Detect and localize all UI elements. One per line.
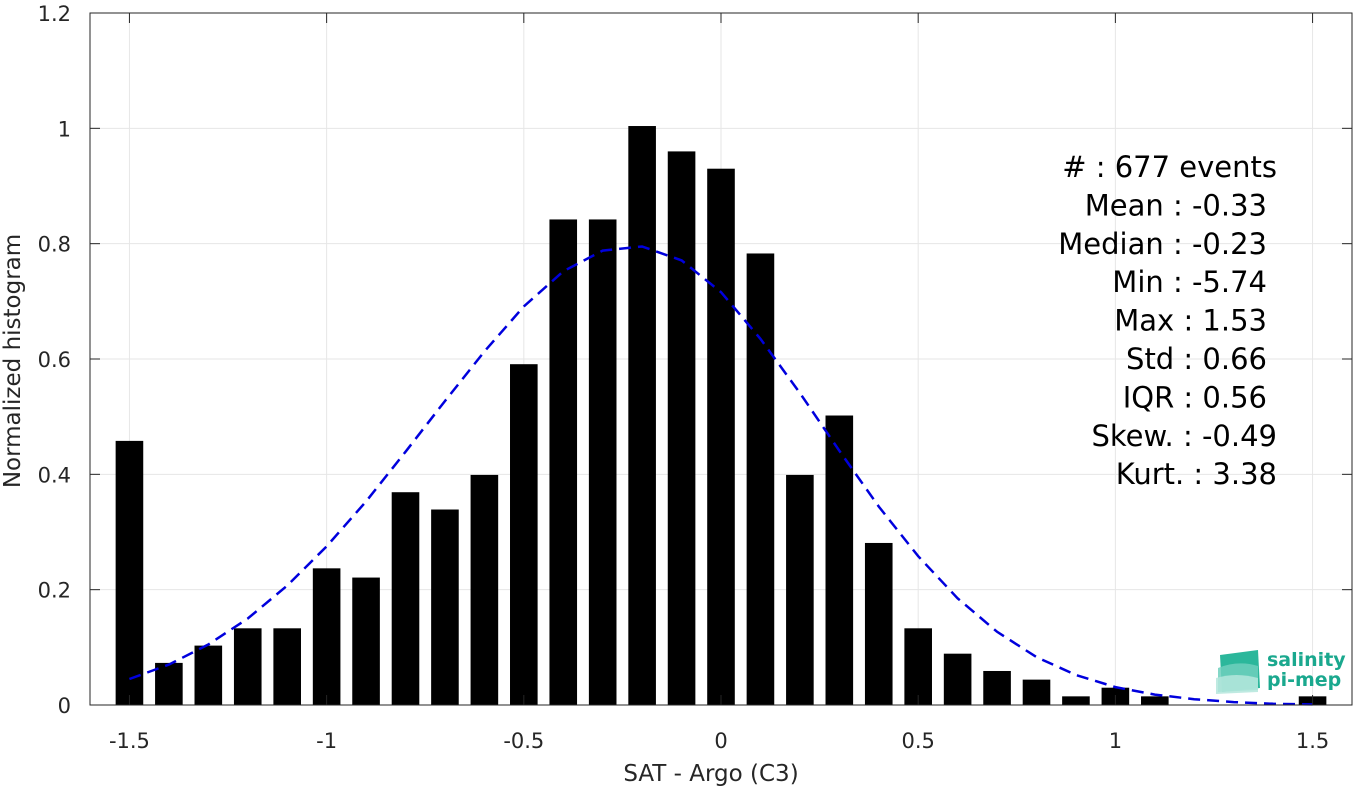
logo-text-salinity: salinity [1267,649,1346,671]
y-tick-label: 0.8 [38,233,71,257]
histogram-bar [786,474,814,705]
histogram-bar [1022,679,1051,705]
y-axis-label: Normalized histogram [0,234,26,488]
histogram-bar [904,628,932,705]
histogram-bar [352,577,380,705]
histogram-bar [115,440,144,705]
y-tick-label: 0 [58,694,71,718]
histogram-bar [825,415,854,705]
histogram-bar [628,126,656,705]
x-axis-ticks: -1.5 -1 -0.5 0 0.5 1 1.5 [109,13,1329,753]
histogram-bar [667,151,696,705]
statistics-annotation: # : 677 events Mean : -0.33 Median : -0.23… [1058,150,1277,491]
stat-line: IQR : 0.56 [1123,380,1267,414]
logo-wave-icon [1216,650,1260,694]
histogram-bar [510,364,538,705]
stat-line: Min : -5.74 [1112,265,1267,299]
histogram-bar [194,645,223,705]
stat-line: Mean : -0.33 [1085,188,1267,222]
x-tick-label: -1.5 [109,729,150,753]
x-tick-label: -0.5 [503,729,544,753]
stat-line: Max : 1.53 [1114,304,1267,338]
x-tick-label: 0 [714,729,727,753]
histogram-bar [943,653,972,705]
x-tick-label: 1.5 [1296,729,1329,753]
y-axis-ticks: 0 0.2 0.4 0.6 0.8 1 1.2 [38,2,1352,718]
histogram-bar [233,628,262,705]
histogram-bar [470,474,499,705]
stat-line: Skew. : -0.49 [1091,419,1277,453]
histogram-bar [983,670,1011,705]
stat-line: # : 677 events [1062,150,1277,184]
stat-line: Median : -0.23 [1058,227,1267,261]
histogram-bar [431,509,459,705]
histogram-bar [864,542,893,705]
gaussian-fit-curve [128,245,1313,706]
y-tick-label: 1.2 [38,2,71,26]
histogram-bar [312,568,341,705]
y-tick-label: 0.4 [38,463,71,487]
histogram-bar [391,492,420,705]
histogram-bar [1141,696,1169,705]
y-tick-label: 0.6 [38,348,71,372]
histogram-bar [707,168,735,705]
x-tick-label: 1 [1109,729,1122,753]
histogram-bar [155,662,183,705]
histogram-bar [588,219,617,706]
x-axis-label: SAT - Argo (C3) [623,761,798,787]
histogram-bar [746,253,775,705]
stat-line: Kurt. : 3.38 [1116,457,1277,491]
y-tick-label: 1 [58,117,71,141]
histogram-bar [1062,696,1090,705]
y-tick-label: 0.2 [38,579,71,603]
logo-text-pi-mep: pi-mep [1267,669,1341,691]
x-tick-label: 0.5 [901,729,934,753]
salinity-pi-mep-logo: salinity pi-mep [1216,649,1346,694]
histogram-bar [273,628,301,705]
histogram-bar [549,219,578,706]
stat-line: Std : 0.66 [1126,342,1267,376]
x-tick-label: -1 [316,729,337,753]
